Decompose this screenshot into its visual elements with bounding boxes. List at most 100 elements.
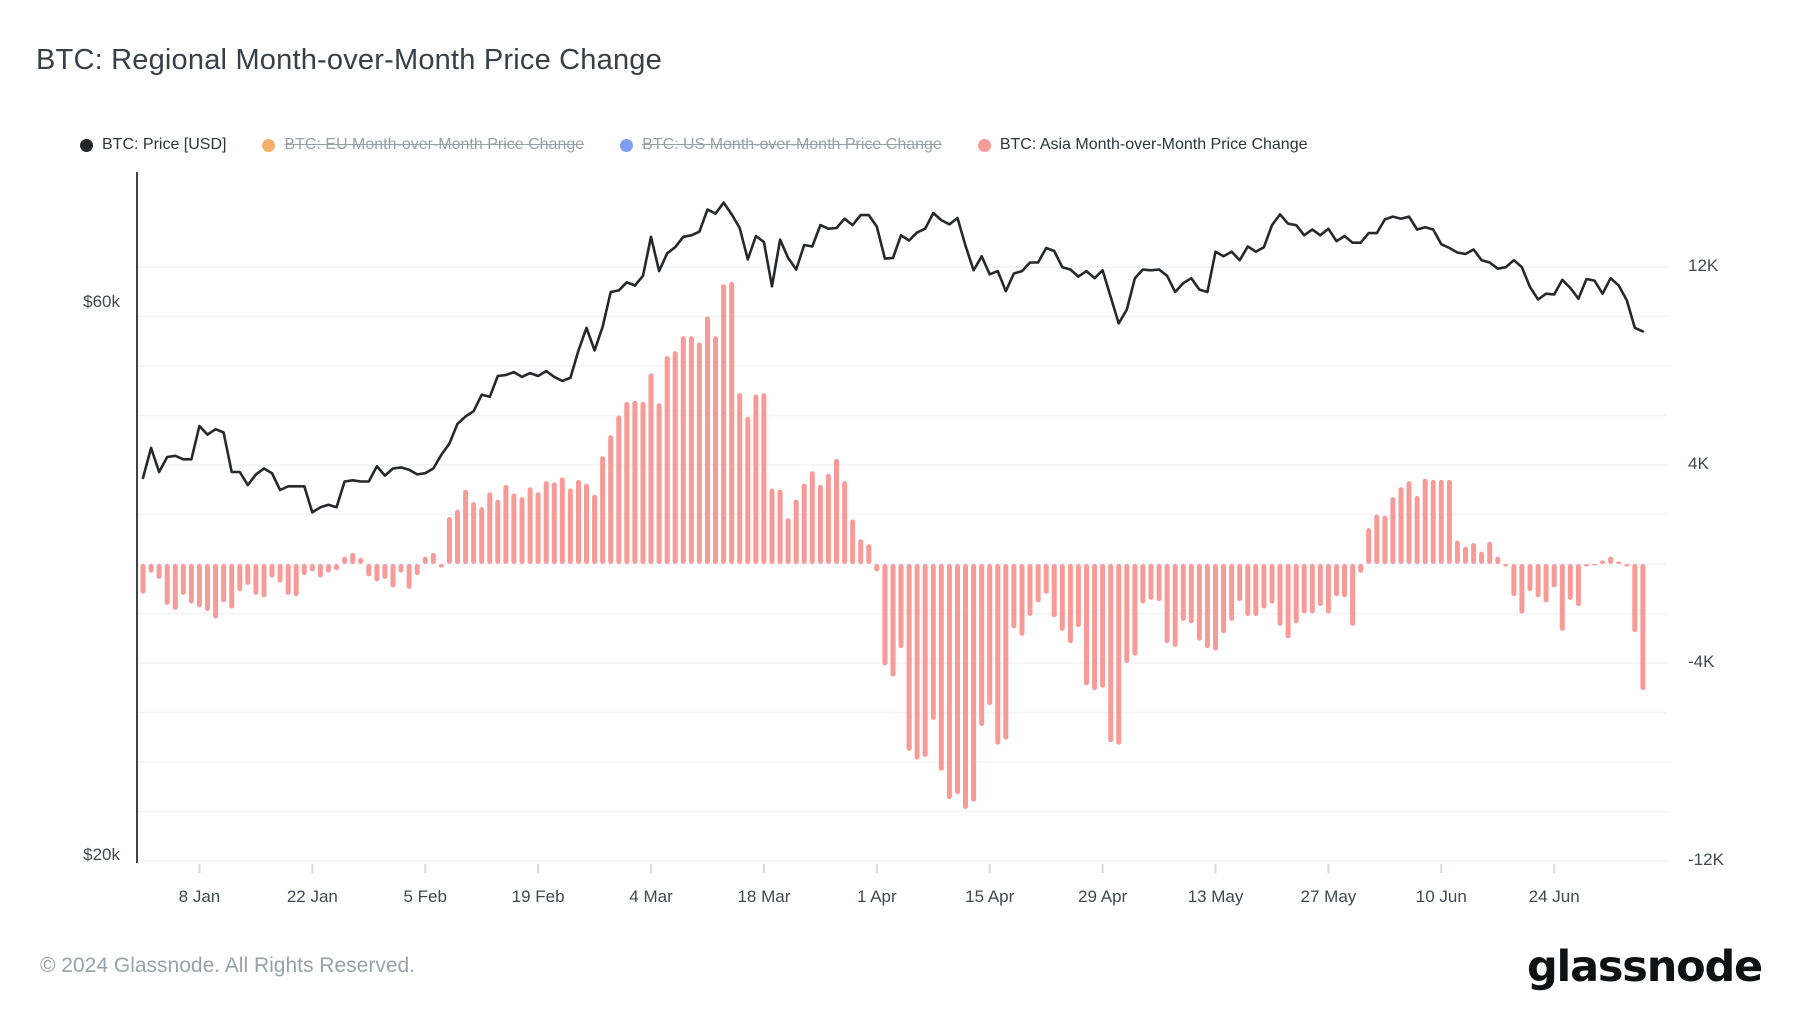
asia-mom-bar bbox=[1204, 564, 1210, 649]
asia-mom-bar bbox=[906, 564, 912, 751]
asia-mom-bar bbox=[1374, 514, 1380, 564]
asia-mom-bar bbox=[479, 507, 485, 564]
asia-mom-bar bbox=[1406, 481, 1412, 564]
legend-item-eu[interactable]: BTC: EU Month-over-Month Price Change bbox=[262, 136, 584, 154]
asia-mom-bar bbox=[866, 544, 872, 564]
legend-item-label: BTC: US Month-over-Month Price Change bbox=[642, 136, 942, 153]
asia-mom-bar bbox=[1229, 564, 1235, 621]
asia-mom-bar bbox=[1559, 564, 1565, 631]
asia-mom-bar bbox=[1454, 540, 1460, 564]
asia-mom-bar bbox=[1358, 564, 1364, 573]
asia-mom-bar bbox=[817, 484, 823, 564]
asia-mom-bar bbox=[1616, 561, 1622, 564]
asia-mom-bar bbox=[850, 519, 856, 565]
asia-mom-bar bbox=[221, 564, 227, 603]
y-axis-label-change: -12K bbox=[1688, 850, 1724, 869]
asia-mom-bar bbox=[1414, 495, 1420, 564]
asia-mom-bar bbox=[624, 401, 630, 564]
asia-mom-bar bbox=[414, 564, 420, 576]
asia-mom-bar bbox=[148, 564, 154, 573]
asia-mom-bar bbox=[1059, 564, 1065, 631]
asia-mom-bar bbox=[1350, 564, 1356, 626]
x-axis-label: 15 Apr bbox=[965, 887, 1015, 906]
asia-mom-bar bbox=[1124, 564, 1130, 663]
asia-mom-bar bbox=[1543, 564, 1549, 603]
legend-item-us[interactable]: BTC: US Month-over-Month Price Change bbox=[620, 136, 942, 154]
asia-mom-bar bbox=[293, 564, 299, 597]
gridlines bbox=[137, 266, 1667, 862]
legend-dot-icon bbox=[262, 138, 276, 152]
asia-mom-bar bbox=[1527, 564, 1533, 592]
asia-mom-bar bbox=[309, 564, 315, 572]
legend-dot-icon bbox=[977, 138, 991, 152]
asia-mom-bar bbox=[543, 481, 549, 564]
asia-mom-bar bbox=[1003, 564, 1009, 740]
asia-mom-bar bbox=[1503, 564, 1509, 567]
asia-mom-bar bbox=[196, 564, 202, 608]
asia-mom-bar bbox=[608, 435, 614, 564]
x-axis-label: 5 Feb bbox=[403, 887, 447, 906]
asia-mom-bar bbox=[1164, 564, 1170, 644]
asia-mom-bar bbox=[584, 483, 589, 564]
asia-mom-bar bbox=[1043, 564, 1049, 594]
x-axis-label: 4 Mar bbox=[629, 887, 673, 906]
asia-mom-bars bbox=[140, 281, 1646, 809]
asia-mom-bar bbox=[1148, 564, 1154, 600]
x-axis-label: 19 Feb bbox=[511, 887, 565, 906]
asia-mom-bar bbox=[374, 564, 380, 582]
asia-mom-bar bbox=[1156, 564, 1162, 602]
asia-mom-bar bbox=[737, 393, 743, 564]
asia-mom-bar bbox=[1438, 479, 1444, 564]
asia-mom-bar bbox=[1334, 564, 1339, 597]
asia-mom-bar bbox=[1479, 551, 1485, 564]
asia-mom-bar bbox=[1196, 564, 1202, 641]
asia-mom-bar bbox=[842, 481, 848, 564]
asia-mom-bar bbox=[1213, 564, 1218, 651]
legend-item-asia[interactable]: BTC: Asia Month-over-Month Price Change bbox=[977, 136, 1308, 154]
asia-mom-bar bbox=[1108, 564, 1114, 743]
asia-mom-bar bbox=[511, 493, 517, 564]
asia-mom-bar bbox=[535, 492, 541, 564]
asia-mom-bar bbox=[1398, 487, 1404, 564]
asia-mom-bar bbox=[551, 482, 557, 564]
asia-mom-bar bbox=[1116, 564, 1122, 745]
asia-mom-bar bbox=[1132, 564, 1138, 656]
asia-mom-bar bbox=[172, 564, 178, 610]
asia-mom-bar bbox=[874, 564, 880, 572]
asia-mom-bar bbox=[834, 458, 839, 564]
asia-mom-bar bbox=[350, 552, 356, 564]
asia-mom-bar bbox=[156, 564, 162, 579]
asia-mom-bar bbox=[188, 564, 194, 604]
asia-mom-bar bbox=[785, 518, 791, 564]
asia-mom-bar bbox=[1261, 564, 1267, 609]
asia-mom-bar bbox=[398, 564, 404, 573]
asia-mom-bar bbox=[769, 488, 775, 564]
asia-mom-bar bbox=[164, 564, 170, 605]
asia-mom-bar bbox=[301, 564, 307, 576]
asia-mom-bar bbox=[1632, 564, 1638, 633]
asia-mom-bar bbox=[858, 539, 864, 565]
y-axis-label-change: 12K bbox=[1688, 256, 1719, 275]
asia-mom-bar bbox=[1624, 564, 1630, 567]
asia-mom-bar bbox=[1567, 564, 1573, 600]
asia-mom-bar bbox=[1035, 564, 1041, 603]
asia-mom-bar bbox=[1342, 564, 1347, 598]
asia-mom-bar bbox=[1317, 564, 1323, 607]
asia-mom-bar bbox=[1446, 479, 1452, 564]
asia-mom-bar bbox=[1051, 564, 1057, 618]
asia-mom-bar bbox=[326, 564, 331, 573]
x-axis-label: 27 May bbox=[1300, 887, 1357, 906]
asia-mom-bar bbox=[1430, 479, 1436, 564]
legend-item-price[interactable]: BTC: Price [USD] bbox=[80, 136, 226, 154]
asia-mom-bar bbox=[1463, 546, 1468, 564]
asia-mom-bar bbox=[567, 488, 573, 564]
asia-mom-bar bbox=[390, 564, 396, 588]
asia-mom-bar bbox=[721, 284, 727, 564]
asia-mom-bar bbox=[422, 556, 428, 564]
asia-mom-bar bbox=[705, 316, 710, 564]
asia-mom-bar bbox=[696, 342, 702, 564]
asia-mom-bar bbox=[342, 556, 348, 564]
asia-mom-bar bbox=[180, 564, 186, 595]
asia-mom-bar bbox=[1301, 564, 1307, 614]
